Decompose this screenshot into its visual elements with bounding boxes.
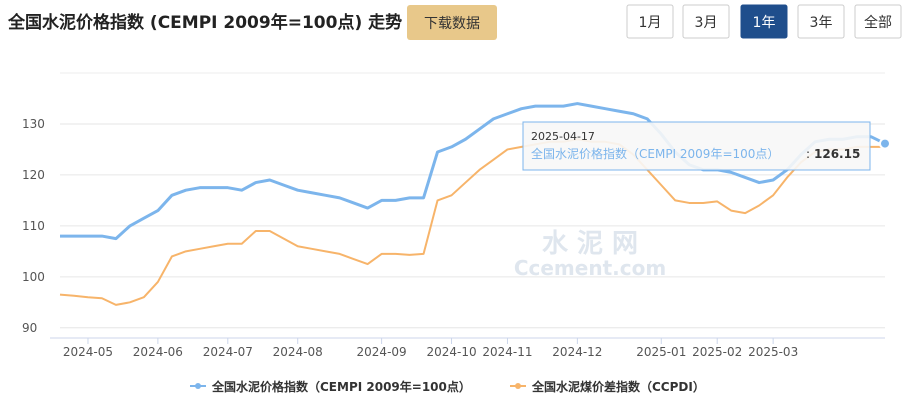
range-button[interactable]: 3年 (810, 15, 833, 31)
range-button[interactable]: 全部 (864, 14, 892, 31)
range-button-bg[interactable] (740, 4, 788, 39)
x-tick-label: 2024-06 (133, 345, 183, 359)
x-tick-label: 2024-10 (426, 345, 476, 359)
range-button-bg[interactable] (797, 4, 845, 39)
range-button-bg[interactable] (682, 4, 730, 39)
y-tick-label: 110 (22, 219, 45, 233)
chart-title: 全国水泥价格指数 (CEMPI 2009年=100点) 走势 (7, 12, 402, 33)
watermark: 水 泥 网 (542, 229, 638, 259)
tooltip-value: 126.15 (814, 147, 860, 161)
tooltip-separator: : (806, 147, 810, 161)
x-tick-label: 2024-11 (482, 345, 532, 359)
range-button-bg[interactable] (854, 4, 902, 39)
y-tick-label: 130 (22, 117, 45, 131)
x-tick-label: 2025-01 (636, 345, 686, 359)
watermark: Ccement.com (514, 256, 666, 280)
line-series (60, 102, 886, 241)
x-tick-label: 2024-08 (273, 345, 323, 359)
line-series (59, 138, 885, 306)
y-tick-label: 90 (22, 321, 37, 335)
x-tick-label: 2024-09 (357, 345, 407, 359)
y-tick-label: 100 (22, 270, 45, 284)
x-tick-label: 2024-05 (63, 345, 113, 359)
range-button[interactable]: 3月 (695, 15, 718, 31)
tooltip-date: 2025-04-17 (531, 130, 595, 143)
legend-label[interactable]: 全国水泥煤价差指数（CCPDI） (531, 379, 705, 394)
download-button-bg[interactable] (407, 5, 497, 40)
download-button[interactable]: 下载数据 (424, 16, 480, 32)
legend-marker[interactable] (515, 383, 521, 389)
range-button[interactable]: 1月 (639, 15, 662, 31)
legend-label[interactable]: 全国水泥价格指数（CEMPI 2009年=100点） (211, 379, 471, 394)
range-button[interactable]: 1年 (753, 15, 776, 31)
x-tick-label: 2025-02 (692, 345, 742, 359)
x-tick-label: 2025-03 (748, 345, 798, 359)
tooltip-box (522, 121, 871, 171)
hover-point (879, 137, 891, 150)
range-button-bg[interactable] (626, 4, 674, 39)
y-tick-label: 120 (22, 168, 45, 182)
x-tick-label: 2024-07 (203, 345, 253, 359)
legend-marker[interactable] (195, 383, 201, 389)
tooltip-series: 全国水泥价格指数（CEMPI 2009年=100点） (531, 146, 779, 161)
range-buttons: 1月 3月 1年 3年 全部 (626, 4, 902, 39)
x-tick-label: 2024-12 (552, 345, 602, 359)
